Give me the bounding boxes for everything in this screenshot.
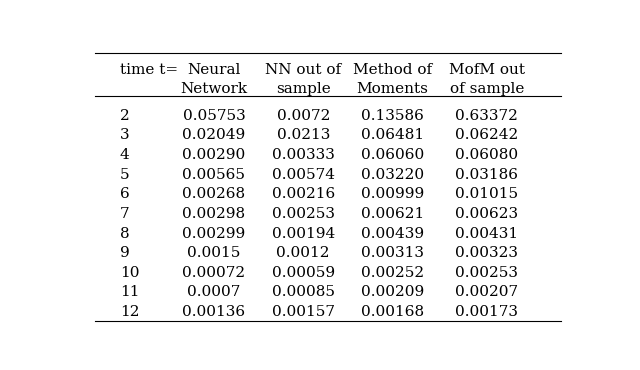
Text: 0.0015: 0.0015 [188,246,241,260]
Text: 0.00207: 0.00207 [455,285,518,299]
Text: 0.01015: 0.01015 [455,187,518,201]
Text: 0.00268: 0.00268 [182,187,246,201]
Text: 8: 8 [120,226,129,240]
Text: 5: 5 [120,168,129,182]
Text: 0.06060: 0.06060 [361,148,424,162]
Text: MofM out: MofM out [449,63,525,77]
Text: Method of: Method of [353,63,432,77]
Text: 0.00313: 0.00313 [361,246,424,260]
Text: 0.00059: 0.00059 [271,266,335,280]
Text: 0.0072: 0.0072 [276,109,330,123]
Text: 3: 3 [120,128,129,142]
Text: 0.06242: 0.06242 [455,128,518,142]
Text: 0.00565: 0.00565 [182,168,245,182]
Text: 0.00085: 0.00085 [272,285,335,299]
Text: 0.00333: 0.00333 [272,148,335,162]
Text: 0.06080: 0.06080 [455,148,518,162]
Text: 0.00216: 0.00216 [271,187,335,201]
Text: 0.00623: 0.00623 [455,207,518,221]
Text: 0.00194: 0.00194 [271,226,335,240]
Text: 10: 10 [120,266,139,280]
Text: 0.0007: 0.0007 [188,285,241,299]
Text: 0.00253: 0.00253 [455,266,518,280]
Text: 0.00621: 0.00621 [361,207,424,221]
Text: 0.63372: 0.63372 [455,109,518,123]
Text: 0.00323: 0.00323 [455,246,518,260]
Text: 11: 11 [120,285,139,299]
Text: 0.05753: 0.05753 [182,109,245,123]
Text: 0.0213: 0.0213 [276,128,330,142]
Text: time t=: time t= [120,63,178,77]
Text: 0.00136: 0.00136 [182,305,246,319]
Text: Network: Network [180,83,248,96]
Text: of sample: of sample [449,83,524,96]
Text: 0.00253: 0.00253 [272,207,335,221]
Text: 12: 12 [120,305,139,319]
Text: 0.00173: 0.00173 [455,305,518,319]
Text: 0.06481: 0.06481 [361,128,424,142]
Text: 0.00252: 0.00252 [361,266,424,280]
Text: Neural: Neural [188,63,241,77]
Text: 0.00290: 0.00290 [182,148,246,162]
Text: Moments: Moments [356,83,428,96]
Text: 0.00999: 0.00999 [361,187,424,201]
Text: 0.00157: 0.00157 [272,305,335,319]
Text: 0.0012: 0.0012 [276,246,330,260]
Text: 0.00439: 0.00439 [361,226,424,240]
Text: 4: 4 [120,148,129,162]
Text: 2: 2 [120,109,129,123]
Text: 0.03186: 0.03186 [455,168,518,182]
Text: 0.00072: 0.00072 [182,266,246,280]
Text: 0.00209: 0.00209 [361,285,424,299]
Text: 0.00299: 0.00299 [182,226,246,240]
Text: NN out of: NN out of [265,63,341,77]
Text: sample: sample [276,83,331,96]
Text: 0.03220: 0.03220 [361,168,424,182]
Text: 0.00574: 0.00574 [272,168,335,182]
Text: 9: 9 [120,246,129,260]
Text: 0.00431: 0.00431 [455,226,518,240]
Text: 6: 6 [120,187,129,201]
Text: 0.02049: 0.02049 [182,128,246,142]
Text: 0.00168: 0.00168 [361,305,424,319]
Text: 0.13586: 0.13586 [361,109,424,123]
Text: 7: 7 [120,207,129,221]
Text: 0.00298: 0.00298 [182,207,246,221]
